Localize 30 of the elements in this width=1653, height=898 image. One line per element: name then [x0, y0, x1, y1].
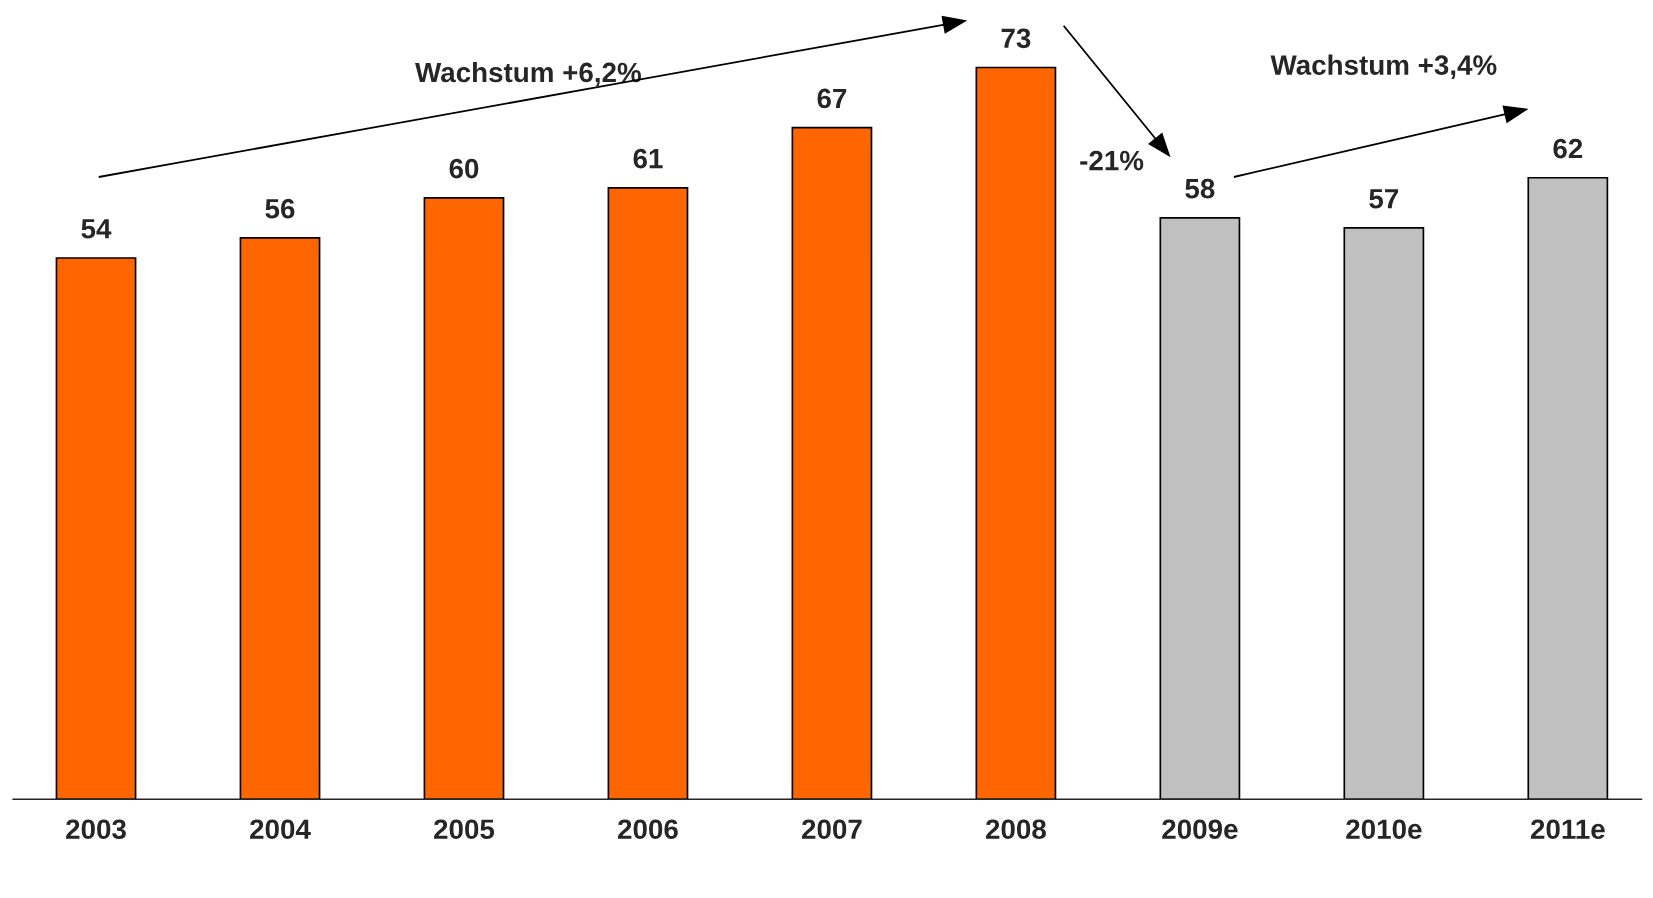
bar: [239, 237, 321, 800]
bar: [791, 126, 873, 800]
data-label: 62: [1553, 138, 1583, 159]
annotation: Wachstum +6,2%: [415, 61, 641, 87]
x-tick-label: 2008: [985, 819, 1046, 840]
x-tick-label: 2007: [802, 819, 862, 840]
data-label: 58: [1185, 178, 1215, 199]
data-label: 67: [817, 88, 847, 109]
x-tick-label: 2009e: [1162, 819, 1238, 840]
annotation: -21%: [1080, 150, 1144, 171]
x-tick-label: 2010e: [1346, 819, 1422, 840]
data-label: 54: [81, 219, 112, 239]
data-label: 73: [1001, 28, 1031, 49]
data-label: 56: [265, 198, 295, 219]
data-label: 61: [633, 148, 663, 169]
data-label: 60: [449, 158, 479, 179]
x-tick-label: 2005: [434, 819, 495, 840]
annotation: Wachstum +3,4%: [1270, 54, 1497, 79]
bar: [423, 196, 505, 800]
bar: [975, 66, 1057, 800]
bar: [1343, 227, 1425, 800]
bar: [607, 186, 689, 800]
data-label: 57: [1369, 189, 1399, 209]
x-tick-label: 2006: [618, 819, 678, 840]
bar: [1159, 217, 1241, 800]
x-tick-label: 2011e: [1530, 819, 1605, 840]
x-tick-label: 2003: [66, 819, 126, 840]
bar: [1527, 176, 1609, 800]
x-tick-label: 2004: [250, 819, 311, 840]
bar: [55, 257, 137, 800]
